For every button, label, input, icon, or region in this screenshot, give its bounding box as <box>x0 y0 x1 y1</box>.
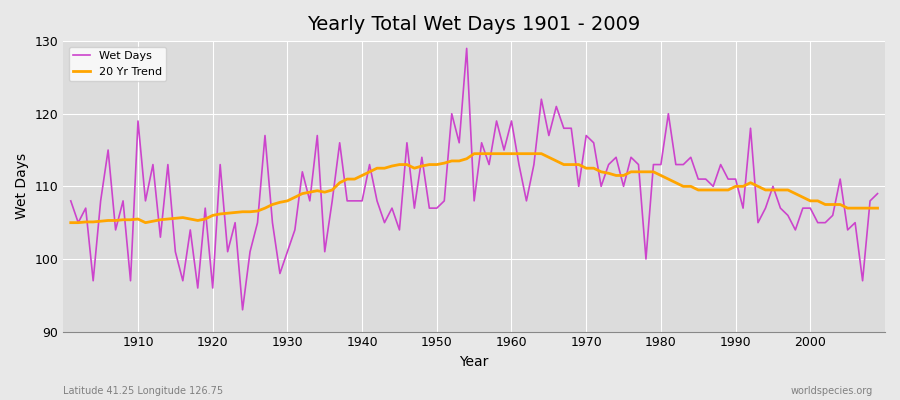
Line: Wet Days: Wet Days <box>71 48 878 310</box>
Wet Days <box>521 198 532 203</box>
20 Yr Trend <box>603 171 614 176</box>
20 Yr Trend <box>872 206 883 210</box>
Wet Days <box>342 198 353 203</box>
Text: worldspecies.org: worldspecies.org <box>791 386 873 396</box>
20 Yr Trend <box>290 195 301 200</box>
Wet Days <box>238 307 248 312</box>
Wet Days <box>297 170 308 174</box>
20 Yr Trend <box>514 151 525 156</box>
Wet Days <box>66 198 77 203</box>
20 Yr Trend <box>66 220 77 225</box>
X-axis label: Year: Year <box>460 355 489 369</box>
Wet Days <box>872 191 883 196</box>
Text: Latitude 41.25 Longitude 126.75: Latitude 41.25 Longitude 126.75 <box>63 386 223 396</box>
Wet Days <box>514 162 525 167</box>
Line: 20 Yr Trend: 20 Yr Trend <box>71 154 878 223</box>
20 Yr Trend <box>125 217 136 222</box>
Legend: Wet Days, 20 Yr Trend: Wet Days, 20 Yr Trend <box>68 47 166 81</box>
Wet Days <box>611 155 622 160</box>
Title: Yearly Total Wet Days 1901 - 2009: Yearly Total Wet Days 1901 - 2009 <box>308 15 641 34</box>
Wet Days <box>125 278 136 283</box>
20 Yr Trend <box>506 151 517 156</box>
Y-axis label: Wet Days: Wet Days <box>15 153 29 220</box>
20 Yr Trend <box>334 180 345 185</box>
20 Yr Trend <box>469 151 480 156</box>
Wet Days <box>462 46 472 51</box>
